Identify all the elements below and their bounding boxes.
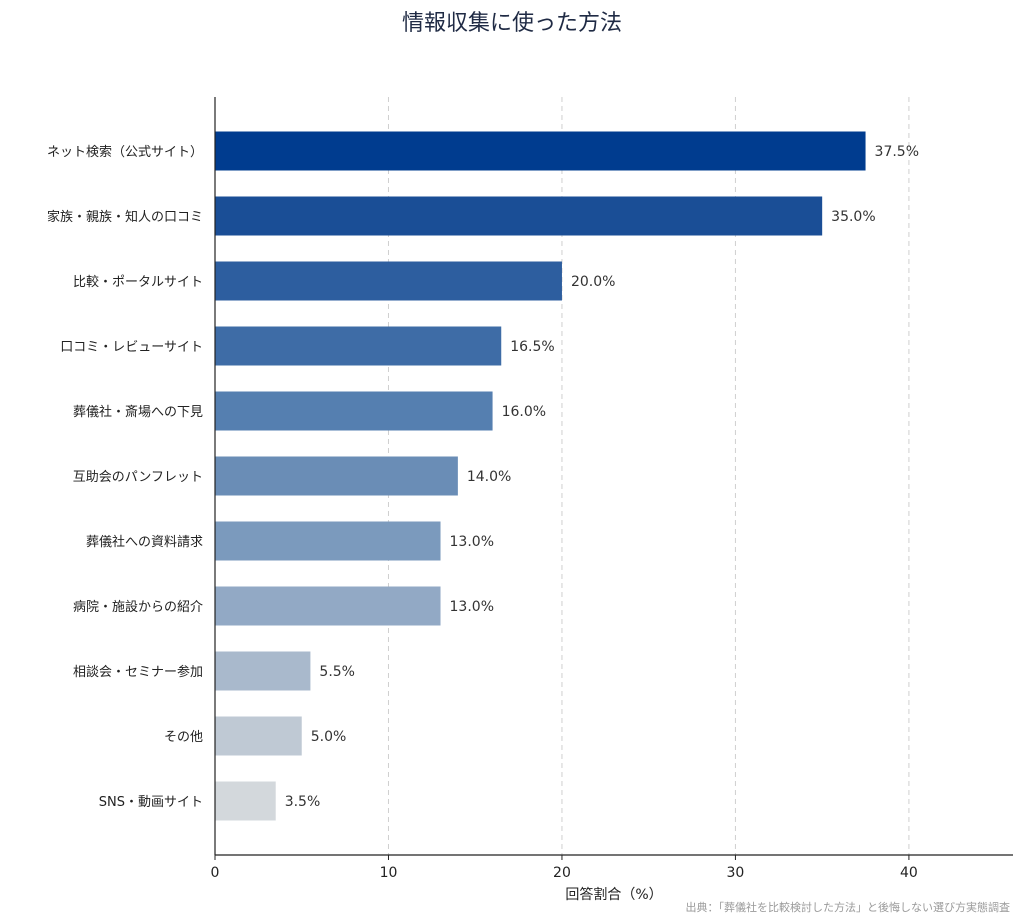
- value-label-6: 13.0%: [450, 534, 494, 550]
- category-label-0: ネット検索（公式サイト）: [47, 145, 203, 160]
- category-label-2: 比較・ポータルサイト: [73, 275, 203, 290]
- value-label-0: 37.5%: [875, 144, 919, 160]
- x-tick-labels: 0 10 20 30 40: [211, 855, 918, 881]
- value-label-3: 16.5%: [510, 339, 554, 355]
- category-label-5: 互助会のパンフレット: [73, 470, 203, 485]
- category-label-8: 相談会・セミナー参加: [73, 664, 203, 680]
- value-label-1: 35.0%: [831, 209, 875, 225]
- category-label-3: 口コミ・レビューサイト: [60, 340, 203, 355]
- x-tick-label-20: 20: [553, 865, 571, 881]
- category-label-6: 葬儀社への資料請求: [86, 534, 203, 550]
- category-label-10: SNS・動画サイト: [99, 795, 203, 810]
- category-label-1: 家族・親族・知人の口コミ: [47, 209, 203, 225]
- bar-5: [215, 456, 458, 496]
- chart-title: 情報収集に使った方法: [402, 11, 622, 36]
- bar-4: [215, 391, 493, 431]
- value-label-7: 13.0%: [450, 599, 494, 615]
- bar-8: [215, 651, 311, 691]
- bar-9: [215, 716, 302, 756]
- bar-0: [215, 131, 866, 171]
- value-labels: 37.5% 35.0% 20.0% 16.5% 16.0% 14.0% 13.0% 13.0%…: [285, 144, 919, 810]
- value-label-10: 3.5%: [285, 794, 321, 810]
- category-label-7: 病院・施設からの紹介: [73, 599, 203, 615]
- x-tick-label-30: 30: [727, 865, 745, 881]
- x-tick-label-0: 0: [211, 865, 220, 881]
- value-label-9: 5.0%: [311, 729, 347, 745]
- bar-2: [215, 261, 562, 301]
- category-label-4: 葬儀社・斎場への下見: [73, 404, 203, 420]
- value-label-5: 14.0%: [467, 469, 511, 485]
- bars-layer: [215, 131, 866, 821]
- x-tick-label-40: 40: [900, 865, 918, 881]
- bar-3: [215, 326, 502, 366]
- bar-10: [215, 781, 276, 821]
- category-labels: ネット検索（公式サイト） 家族・親族・知人の口コミ比較・ポータルサイト口コミ・レビ…: [47, 145, 203, 810]
- bar-6: [215, 521, 441, 561]
- bar-1: [215, 196, 823, 236]
- bar-7: [215, 586, 441, 626]
- x-axis-label: 回答割合（%）: [565, 886, 662, 903]
- value-label-2: 20.0%: [571, 274, 615, 290]
- source-note: 出典：「葬儀社を比較検討した方法」と後悔しない選び方実態調査: [686, 900, 1011, 914]
- x-tick-label-10: 10: [380, 865, 398, 881]
- value-label-4: 16.0%: [502, 404, 546, 420]
- value-label-8: 5.5%: [319, 664, 355, 680]
- category-label-9: その他: [164, 730, 203, 745]
